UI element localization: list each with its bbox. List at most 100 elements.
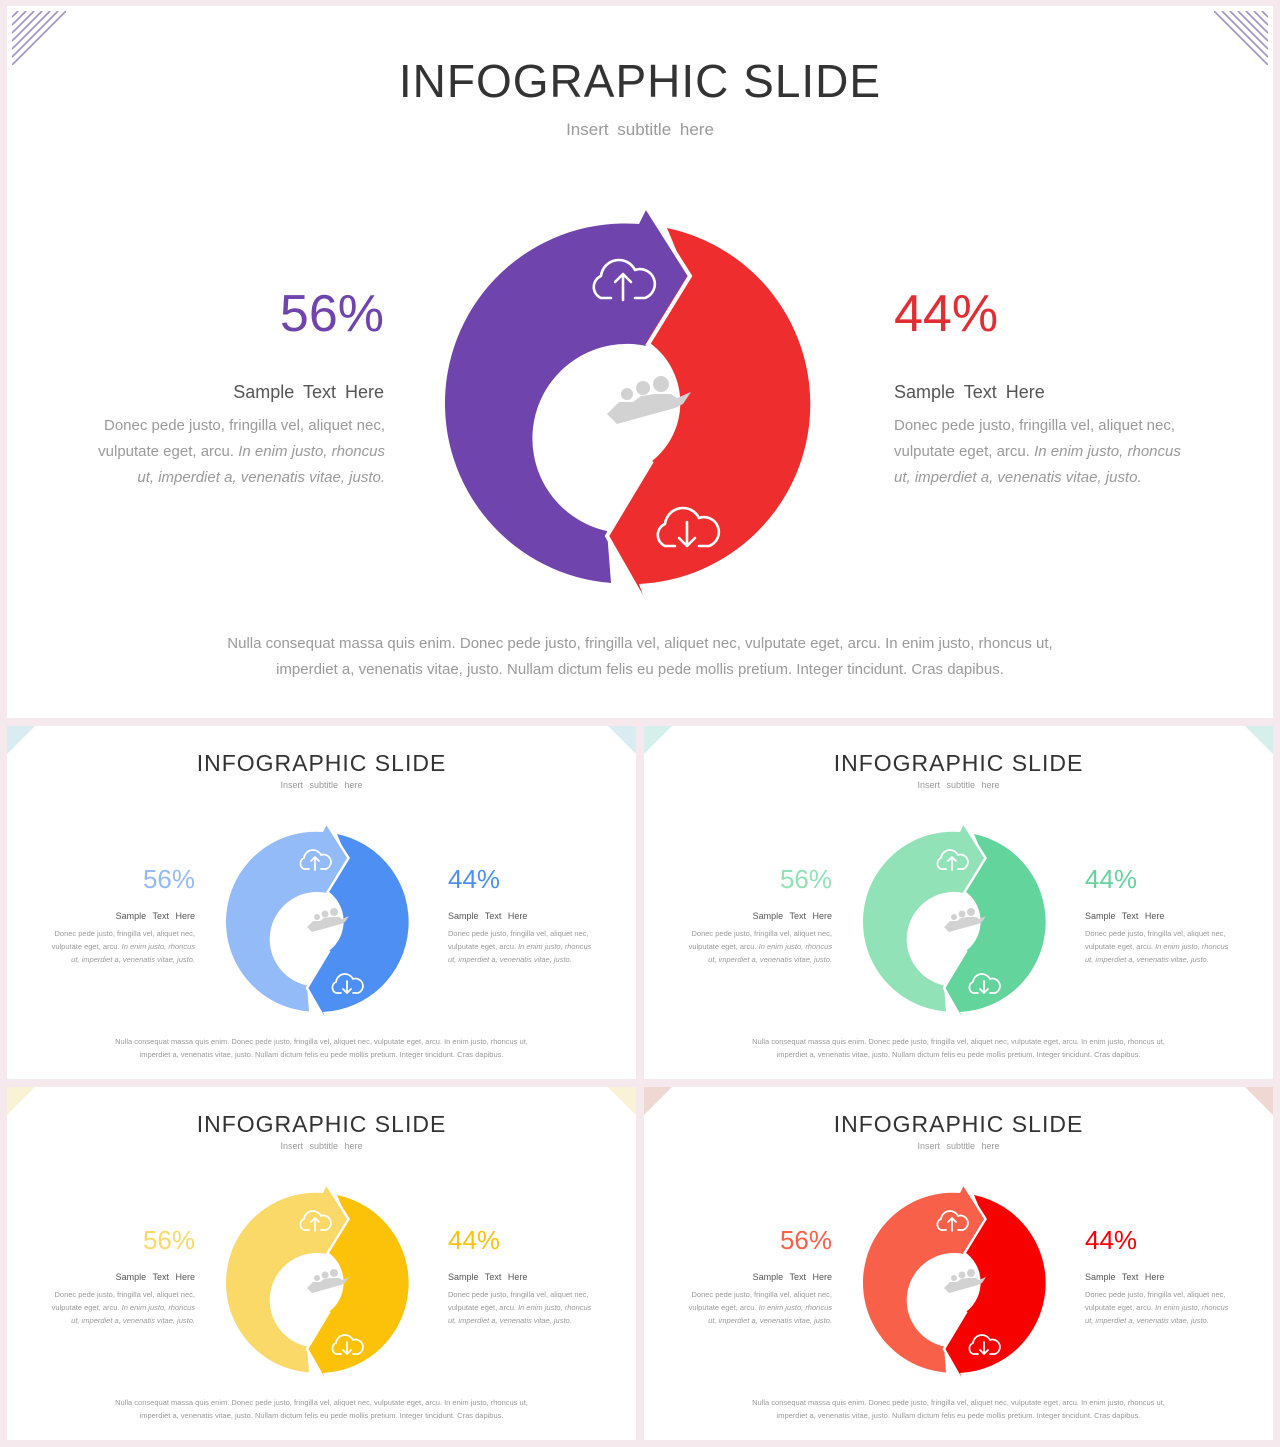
right-body-italic: In enim justo, rhoncus ut, imperdiet a, … bbox=[448, 942, 592, 964]
cycle-ring bbox=[225, 823, 409, 1023]
ring-left-arrow bbox=[225, 824, 349, 1012]
team-growth-icon bbox=[944, 908, 986, 932]
ring-left-arrow bbox=[444, 208, 690, 583]
right-percent: 44% bbox=[1085, 864, 1138, 894]
right-heading: Sample Text Here bbox=[894, 382, 1045, 402]
corner-triangle-left bbox=[644, 1087, 672, 1115]
footer-text: Nulla consequat massa quis enim. Donec p… bbox=[7, 631, 1273, 683]
left-percent: 56% bbox=[779, 1225, 832, 1255]
slide-subtitle: Insert subtitle here bbox=[280, 1141, 363, 1151]
cloud-upload-icon bbox=[299, 1210, 332, 1232]
cloud-download-icon bbox=[656, 506, 721, 548]
cloud-download-icon bbox=[968, 1334, 1001, 1355]
main-slide: INFOGRAPHIC SLIDE Insert subtitle here 5… bbox=[7, 6, 1273, 718]
ring-right-arrow bbox=[607, 228, 811, 606]
right-body: Donec pede justo, fringilla vel, aliquet… bbox=[894, 413, 1194, 491]
right-body-plain: Donec pede justo, fringilla vel, aliquet… bbox=[1085, 1290, 1226, 1312]
footer-line-2: imperdiet a, venenatis vitae, justo. Nul… bbox=[139, 1411, 504, 1420]
footer-line-1: Nulla consequat massa quis enim. Donec p… bbox=[227, 635, 1053, 652]
right-body-plain: Donec pede justo, fringilla vel, aliquet… bbox=[448, 1290, 589, 1312]
slide-subtitle: Insert subtitle here bbox=[917, 1141, 1000, 1151]
cloud-upload-icon bbox=[936, 849, 969, 871]
footer-line-2: imperdiet a, venenatis vitae, justo. Nul… bbox=[276, 661, 1004, 678]
cloud-upload-icon bbox=[936, 1210, 969, 1232]
right-heading: Sample Text Here bbox=[448, 1272, 528, 1282]
ring-left-arrow bbox=[862, 1185, 986, 1373]
corner-triangle-right bbox=[1245, 1087, 1273, 1115]
right-heading: Sample Text Here bbox=[448, 911, 528, 921]
slide-subtitle: Insert subtitle here bbox=[280, 780, 363, 790]
corner-stripes-right bbox=[1214, 11, 1268, 65]
slide-blue: INFOGRAPHIC SLIDE Insert subtitle here 5… bbox=[7, 726, 636, 1079]
slide-title: INFOGRAPHIC SLIDE bbox=[833, 1111, 1084, 1137]
slide-red: INFOGRAPHIC SLIDE Insert subtitle here 5… bbox=[644, 1087, 1273, 1440]
footer-text: Nulla consequat massa quis enim. Donec p… bbox=[644, 1396, 1273, 1422]
right-body: Donec pede justo, fringilla vel, aliquet… bbox=[1085, 927, 1235, 966]
footer-line-2: imperdiet a, venenatis vitae, justo. Nul… bbox=[776, 1411, 1141, 1420]
left-heading: Sample Text Here bbox=[115, 1272, 195, 1282]
right-body: Donec pede justo, fringilla vel, aliquet… bbox=[448, 1288, 598, 1327]
left-heading: Sample Text Here bbox=[752, 1272, 832, 1282]
ring-left-arrow bbox=[862, 824, 986, 1012]
corner-triangle-left bbox=[644, 726, 672, 754]
left-heading: Sample Text Here bbox=[752, 911, 832, 921]
footer-line-2: imperdiet a, venenatis vitae, justo. Nul… bbox=[776, 1050, 1141, 1059]
team-growth-icon bbox=[607, 376, 691, 424]
right-body: Donec pede justo, fringilla vel, aliquet… bbox=[1085, 1288, 1235, 1327]
left-body-plain: Donec pede justo, fringilla vel, aliquet… bbox=[688, 929, 832, 951]
ring-right-arrow bbox=[307, 834, 409, 1023]
left-body-plain: Donec pede justo, fringilla vel, aliquet… bbox=[51, 929, 195, 951]
right-percent: 44% bbox=[1085, 1225, 1138, 1255]
left-heading: Sample Text Here bbox=[233, 382, 384, 402]
slide-title: INFOGRAPHIC SLIDE bbox=[196, 1111, 447, 1137]
right-percent: 44% bbox=[894, 285, 999, 343]
team-growth-icon bbox=[307, 1269, 349, 1293]
cloud-upload-icon bbox=[299, 849, 332, 871]
right-heading: Sample Text Here bbox=[1085, 1272, 1165, 1282]
right-body-plain: Donec pede justo, fringilla vel, aliquet… bbox=[1085, 929, 1226, 951]
right-body-italic: In enim justo, rhoncus ut, imperdiet a, … bbox=[448, 1303, 592, 1325]
footer-line-2: imperdiet a, venenatis vitae, justo. Nul… bbox=[139, 1050, 504, 1059]
right-body: Donec pede justo, fringilla vel, aliquet… bbox=[448, 927, 598, 966]
left-body: Donec pede justo, fringilla vel, aliquet… bbox=[47, 927, 195, 966]
left-body-italic: In enim justo, rhoncus ut, imperdiet a, … bbox=[71, 1303, 195, 1325]
left-body: Donec pede justo, fringilla vel, aliquet… bbox=[684, 1288, 832, 1327]
left-body-italic: In enim justo, rhoncus ut, imperdiet a, … bbox=[708, 1303, 832, 1325]
cloud-download-icon bbox=[331, 973, 364, 994]
footer-line-1: Nulla consequat massa quis enim. Donec p… bbox=[752, 1037, 1165, 1046]
slide-title: INFOGRAPHIC SLIDE bbox=[833, 750, 1084, 776]
left-body-italic: In enim justo, rhoncus ut, imperdiet a, … bbox=[71, 942, 195, 964]
cloud-upload-icon bbox=[592, 258, 657, 302]
footer-text: Nulla consequat massa quis enim. Donec p… bbox=[644, 1035, 1273, 1061]
corner-triangle-right bbox=[1245, 726, 1273, 754]
corner-stripes-left bbox=[12, 11, 66, 65]
footer-text: Nulla consequat massa quis enim. Donec p… bbox=[7, 1035, 636, 1061]
right-body-italic: In enim justo, rhoncus ut, imperdiet a, … bbox=[1085, 1303, 1229, 1325]
left-percent: 56% bbox=[142, 1225, 195, 1255]
cycle-ring bbox=[862, 823, 1046, 1023]
left-body: Donec pede justo, fringilla vel, aliquet… bbox=[47, 1288, 195, 1327]
left-body-plain: Donec pede justo, fringilla vel, aliquet… bbox=[51, 1290, 195, 1312]
left-heading: Sample Text Here bbox=[115, 911, 195, 921]
left-body-plain: Donec pede justo, fringilla vel, aliquet… bbox=[98, 417, 385, 460]
ring-right-arrow bbox=[944, 834, 1046, 1023]
team-growth-icon bbox=[307, 908, 349, 932]
right-body-plain: Donec pede justo, fringilla vel, aliquet… bbox=[894, 417, 1176, 460]
footer-line-1: Nulla consequat massa quis enim. Donec p… bbox=[752, 1398, 1165, 1407]
footer-line-1: Nulla consequat massa quis enim. Donec p… bbox=[115, 1398, 528, 1407]
right-body-plain: Donec pede justo, fringilla vel, aliquet… bbox=[448, 929, 589, 951]
left-body-italic: In enim justo, rhoncus ut, imperdiet a, … bbox=[708, 942, 832, 964]
cloud-download-icon bbox=[968, 973, 1001, 994]
slide-subtitle: Insert subtitle here bbox=[917, 780, 1000, 790]
left-percent: 56% bbox=[279, 285, 384, 343]
slide-subtitle: Insert subtitle here bbox=[566, 120, 714, 139]
footer-line-1: Nulla consequat massa quis enim. Donec p… bbox=[115, 1037, 528, 1046]
left-body-italic: In enim justo, rhoncus ut, imperdiet a, … bbox=[137, 443, 385, 486]
left-body: Donec pede justo, fringilla vel, aliquet… bbox=[89, 413, 385, 491]
left-body-plain: Donec pede justo, fringilla vel, aliquet… bbox=[688, 1290, 832, 1312]
left-percent: 56% bbox=[779, 864, 832, 894]
cycle-ring bbox=[225, 1184, 409, 1384]
cycle-ring bbox=[862, 1184, 1046, 1384]
corner-triangle-right bbox=[608, 726, 636, 754]
right-body-italic: In enim justo, rhoncus ut, imperdiet a, … bbox=[894, 443, 1181, 486]
